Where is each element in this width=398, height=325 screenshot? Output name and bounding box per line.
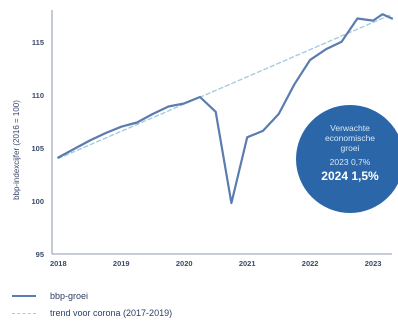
- callout-2023: 2023 0,7%: [329, 157, 371, 167]
- x-tick-label: 2023: [365, 259, 382, 268]
- legend-swatch-dashed: [12, 312, 36, 314]
- callout-2024: 2024 1,5%: [321, 169, 379, 183]
- legend-item-bbp-groei: bbp-groei: [12, 291, 88, 301]
- x-axis-ticks: 2018 2019 2020 2021 2022 2023: [50, 259, 382, 268]
- trend-line: [57, 13, 393, 160]
- y-tick-label: 105: [31, 144, 44, 153]
- series-group: [57, 13, 394, 205]
- y-axis-ticks: 95 100 105 110 115: [31, 38, 44, 259]
- x-tick-label: 2021: [239, 259, 256, 268]
- x-tick-label: 2019: [113, 259, 130, 268]
- y-tick-label: 95: [36, 250, 44, 259]
- gdp-growth-line: [57, 13, 394, 205]
- x-tick-label: 2018: [50, 259, 67, 268]
- y-tick-label: 115: [32, 38, 44, 47]
- y-axis-label: bbp-indexcijfer (2016 = 100): [12, 100, 21, 200]
- callout-line-1: Verwachte: [330, 123, 370, 133]
- legend-label: trend voor corona (2017-2019): [50, 308, 173, 318]
- growth-forecast-callout: Verwachte economische groei 2023 0,7% 20…: [296, 105, 398, 213]
- legend-swatch-solid: [12, 295, 36, 297]
- legend-label: bbp-groei: [50, 291, 89, 301]
- y-tick-label: 110: [32, 91, 44, 100]
- x-tick-label: 2022: [302, 259, 319, 268]
- y-tick-label: 100: [31, 197, 44, 206]
- x-tick-label: 2020: [176, 259, 193, 268]
- callout-line-2: economische: [324, 133, 376, 143]
- legend-item-trend: trend voor corona (2017-2019): [12, 308, 172, 318]
- callout-line-3: groei: [340, 143, 360, 153]
